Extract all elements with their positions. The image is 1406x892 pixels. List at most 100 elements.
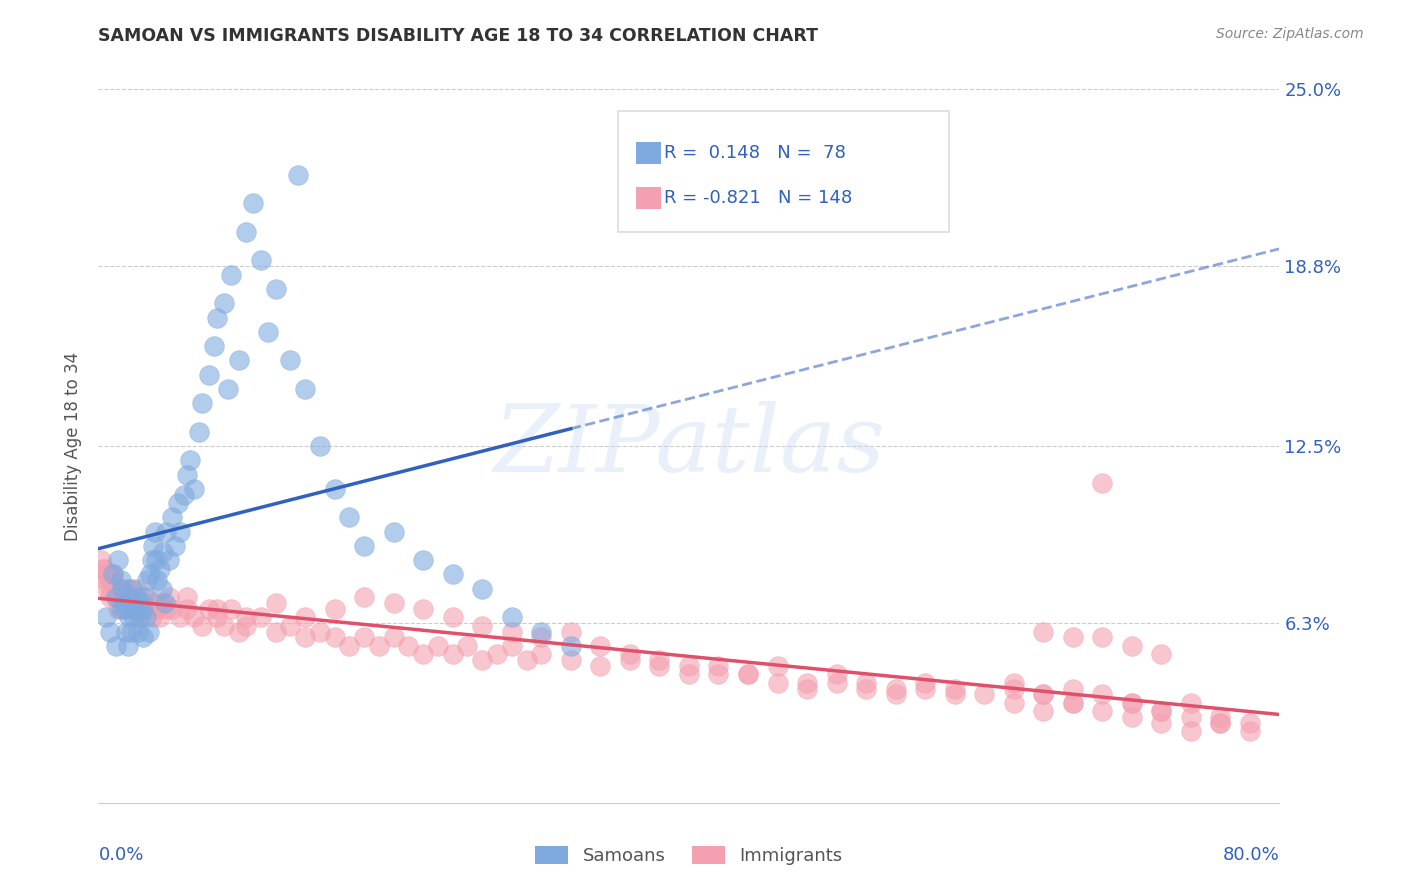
Point	[125, 591, 148, 605]
Point	[1062, 630, 1084, 644]
Point	[128, 610, 150, 624]
Point	[135, 610, 157, 624]
Point	[136, 573, 159, 587]
Point	[138, 624, 160, 639]
Point	[1062, 696, 1084, 710]
Point	[125, 582, 148, 596]
Point	[187, 425, 209, 439]
Point	[1002, 676, 1025, 690]
Point	[117, 639, 139, 653]
Point	[353, 539, 375, 553]
Point	[124, 601, 146, 615]
Bar	[619, 111, 949, 232]
Point	[121, 582, 143, 596]
Point	[796, 676, 818, 690]
Point	[441, 648, 464, 662]
Point	[143, 524, 166, 539]
Point	[1121, 696, 1143, 710]
Point	[398, 639, 420, 653]
Point	[98, 624, 121, 639]
Point	[1091, 705, 1114, 719]
Point	[94, 610, 117, 624]
Point	[412, 553, 434, 567]
Point	[157, 553, 180, 567]
Point	[368, 639, 391, 653]
Point	[1209, 715, 1232, 730]
Point	[169, 610, 191, 624]
Point	[103, 567, 125, 582]
Point	[176, 591, 198, 605]
Point	[228, 353, 250, 368]
Point	[648, 658, 671, 673]
Point	[107, 601, 129, 615]
Bar	[636, 143, 661, 164]
Point	[152, 544, 174, 558]
Point	[135, 591, 157, 605]
Point	[1091, 476, 1114, 491]
Point	[162, 601, 183, 615]
Point	[530, 648, 553, 662]
Point	[560, 624, 582, 639]
Point	[353, 591, 375, 605]
Point	[619, 653, 641, 667]
Point	[855, 676, 877, 690]
Point	[1002, 696, 1025, 710]
Point	[441, 610, 464, 624]
Point	[93, 562, 115, 576]
Point	[914, 681, 936, 696]
Point	[1032, 687, 1054, 701]
Point	[648, 653, 671, 667]
Point	[707, 658, 730, 673]
Point	[110, 573, 132, 587]
Point	[162, 510, 183, 524]
Point	[737, 667, 759, 681]
Point	[264, 624, 287, 639]
Point	[198, 601, 221, 615]
Point	[471, 582, 494, 596]
Point	[141, 610, 163, 624]
Point	[155, 524, 177, 539]
Y-axis label: Disability Age 18 to 34: Disability Age 18 to 34	[65, 351, 83, 541]
Point	[309, 624, 332, 639]
Point	[339, 639, 361, 653]
Point	[221, 601, 243, 615]
Point	[132, 596, 155, 610]
Point	[257, 325, 280, 339]
Point	[103, 573, 125, 587]
Point	[382, 524, 405, 539]
Point	[825, 676, 848, 690]
Point	[1032, 624, 1054, 639]
Point	[176, 601, 198, 615]
Point	[1002, 681, 1025, 696]
Point	[114, 601, 136, 615]
Point	[153, 596, 176, 610]
Point	[707, 667, 730, 681]
Text: R = -0.821   N = 148: R = -0.821 N = 148	[664, 189, 852, 207]
Point	[108, 582, 131, 596]
Point	[589, 658, 612, 673]
Point	[94, 573, 117, 587]
Point	[943, 687, 966, 701]
Point	[91, 567, 114, 582]
Point	[112, 601, 135, 615]
Point	[1091, 687, 1114, 701]
Legend: Samoans, Immigrants: Samoans, Immigrants	[536, 846, 842, 865]
Point	[120, 596, 142, 610]
Point	[339, 510, 361, 524]
Point	[112, 596, 135, 610]
Point	[1150, 705, 1173, 719]
Point	[1062, 696, 1084, 710]
Point	[191, 396, 214, 410]
Point	[221, 268, 243, 282]
Point	[1121, 639, 1143, 653]
Point	[110, 591, 132, 605]
Point	[766, 676, 789, 690]
Point	[155, 601, 177, 615]
Point	[183, 610, 205, 624]
Point	[766, 658, 789, 673]
Point	[228, 624, 250, 639]
Point	[441, 567, 464, 582]
Point	[235, 225, 257, 239]
Point	[118, 601, 141, 615]
Point	[100, 573, 122, 587]
